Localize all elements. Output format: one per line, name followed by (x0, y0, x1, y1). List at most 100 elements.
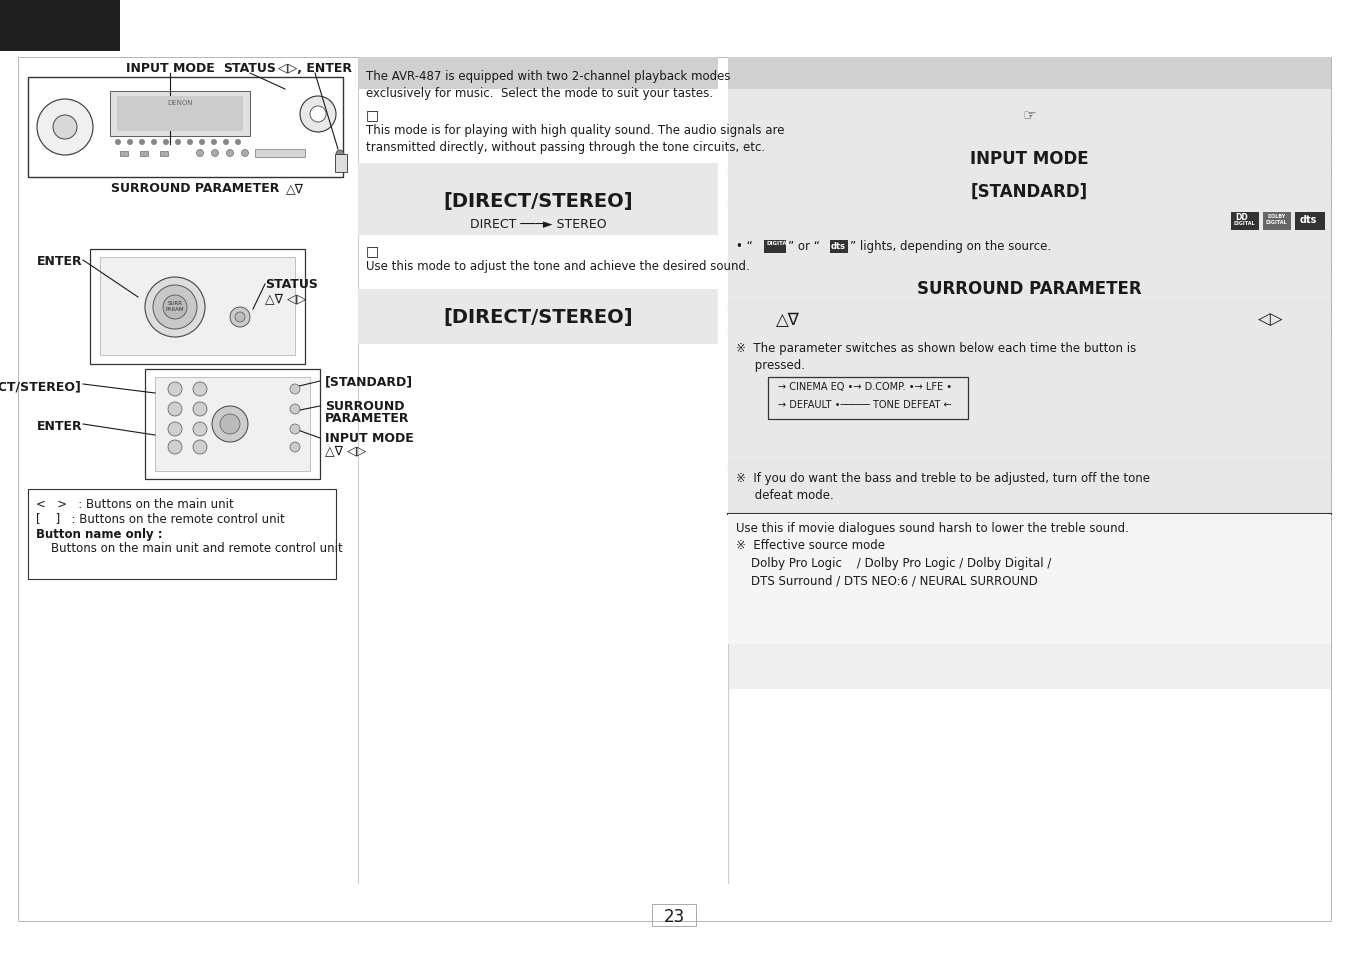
Circle shape (139, 140, 144, 146)
Circle shape (210, 140, 217, 146)
Text: △∇: △∇ (286, 182, 304, 194)
Circle shape (241, 151, 248, 157)
Bar (100, 257, 295, 355)
Circle shape (169, 382, 182, 396)
Bar (728, 58, 1331, 90)
Bar (728, 140, 1331, 174)
Circle shape (290, 424, 299, 435)
Text: dts: dts (1300, 214, 1318, 225)
Text: → CINEMA EQ •→ D.COMP. •→ LFE •: → CINEMA EQ •→ D.COMP. •→ LFE • (778, 381, 952, 392)
Bar (728, 335, 1331, 464)
Circle shape (163, 295, 188, 319)
Circle shape (53, 116, 77, 140)
Text: → DEFAULT •───── TONE DEFEAT ←: → DEFAULT •───── TONE DEFEAT ← (778, 399, 951, 410)
Text: Buttons on the main unit and remote control unit: Buttons on the main unit and remote cont… (36, 541, 343, 555)
Text: dts: dts (831, 242, 846, 251)
Bar (652, 904, 696, 926)
Circle shape (115, 140, 121, 146)
Bar (28, 490, 336, 579)
Text: ◁▷, ENTER: ◁▷, ENTER (278, 62, 352, 75)
Circle shape (223, 140, 229, 146)
Text: SURROUND PARAMETER: SURROUND PARAMETER (917, 280, 1141, 297)
Text: □: □ (366, 108, 379, 122)
Text: • “: • “ (737, 240, 753, 253)
Text: SURROUND PARAMETER: SURROUND PARAMETER (111, 182, 279, 194)
Circle shape (193, 422, 206, 436)
Text: STATUS: STATUS (224, 62, 277, 75)
Text: DOLBY: DOLBY (1267, 213, 1286, 219)
Circle shape (151, 140, 156, 146)
Bar (830, 241, 849, 253)
Circle shape (169, 440, 182, 455)
Circle shape (290, 442, 299, 453)
Bar (255, 150, 305, 158)
Bar (120, 152, 128, 157)
Text: PARAMETER: PARAMETER (325, 412, 410, 424)
Text: SURROUND: SURROUND (325, 399, 405, 413)
Circle shape (188, 140, 193, 146)
Text: Use this mode to adjust the tone and achieve the desired sound.: Use this mode to adjust the tone and ach… (366, 260, 750, 273)
Bar (335, 154, 347, 172)
Text: △∇ ◁▷: △∇ ◁▷ (325, 443, 366, 456)
Text: DIGITAL: DIGITAL (1265, 220, 1287, 225)
Bar (140, 152, 148, 157)
Bar (357, 58, 718, 90)
Circle shape (310, 107, 326, 123)
Circle shape (175, 140, 181, 146)
Circle shape (193, 440, 206, 455)
Circle shape (163, 140, 169, 146)
Text: [STANDARD]: [STANDARD] (970, 183, 1087, 201)
Text: PARAM: PARAM (166, 307, 185, 312)
Bar (0, 0, 120, 52)
Text: ” or “: ” or “ (788, 240, 820, 253)
Bar (728, 272, 1331, 305)
Text: ” lights, depending on the source.: ” lights, depending on the source. (850, 240, 1051, 253)
Bar (155, 377, 310, 472)
Bar (728, 207, 1331, 272)
Bar (728, 515, 1331, 644)
Text: ☞: ☞ (1023, 108, 1036, 123)
Bar (1263, 213, 1291, 231)
Text: △∇: △∇ (776, 311, 800, 329)
Text: Use this if movie dialogues sound harsh to lower the treble sound.
※  Effective : Use this if movie dialogues sound harsh … (737, 521, 1129, 587)
Bar (728, 174, 1331, 207)
Bar (1295, 213, 1325, 231)
Text: INPUT MODE: INPUT MODE (325, 432, 414, 444)
Circle shape (144, 277, 205, 337)
Circle shape (235, 140, 241, 146)
Circle shape (336, 151, 344, 159)
Circle shape (212, 151, 219, 157)
Text: ENTER: ENTER (36, 254, 82, 268)
Text: INPUT MODE: INPUT MODE (970, 150, 1089, 168)
Text: STATUS: STATUS (264, 277, 318, 291)
Circle shape (197, 151, 204, 157)
Text: ◁▷: ◁▷ (1259, 311, 1284, 329)
Bar (117, 97, 243, 132)
Circle shape (193, 402, 206, 416)
Text: [STANDARD]: [STANDARD] (325, 375, 413, 388)
Text: Button name only :: Button name only : (36, 527, 163, 540)
Text: INPUT MODE: INPUT MODE (125, 62, 214, 75)
Bar (728, 464, 1331, 515)
Circle shape (152, 286, 197, 330)
Text: SURR: SURR (167, 301, 182, 306)
Text: □: □ (366, 244, 379, 257)
Text: ENTER: ENTER (36, 419, 82, 433)
Circle shape (127, 140, 134, 146)
Text: DIRECT ───► STEREO: DIRECT ───► STEREO (469, 218, 606, 231)
Text: [DIRECT/STEREO]: [DIRECT/STEREO] (444, 308, 633, 327)
Text: [DIRECT/STEREO]: [DIRECT/STEREO] (444, 192, 633, 211)
Text: △∇ ◁▷: △∇ ◁▷ (264, 292, 306, 305)
Text: DD: DD (1234, 213, 1248, 222)
Circle shape (169, 422, 182, 436)
Text: [DIRECT/STEREO]: [DIRECT/STEREO] (0, 379, 82, 393)
Circle shape (200, 140, 205, 146)
Text: This mode is for playing with high quality sound. The audio signals are
transmit: This mode is for playing with high quali… (366, 124, 785, 153)
Circle shape (220, 415, 240, 435)
Bar (111, 91, 250, 137)
Circle shape (290, 405, 299, 415)
Text: <   >   : Buttons on the main unit: < > : Buttons on the main unit (36, 497, 233, 511)
Circle shape (169, 402, 182, 416)
Circle shape (36, 100, 93, 156)
Bar (28, 78, 343, 178)
